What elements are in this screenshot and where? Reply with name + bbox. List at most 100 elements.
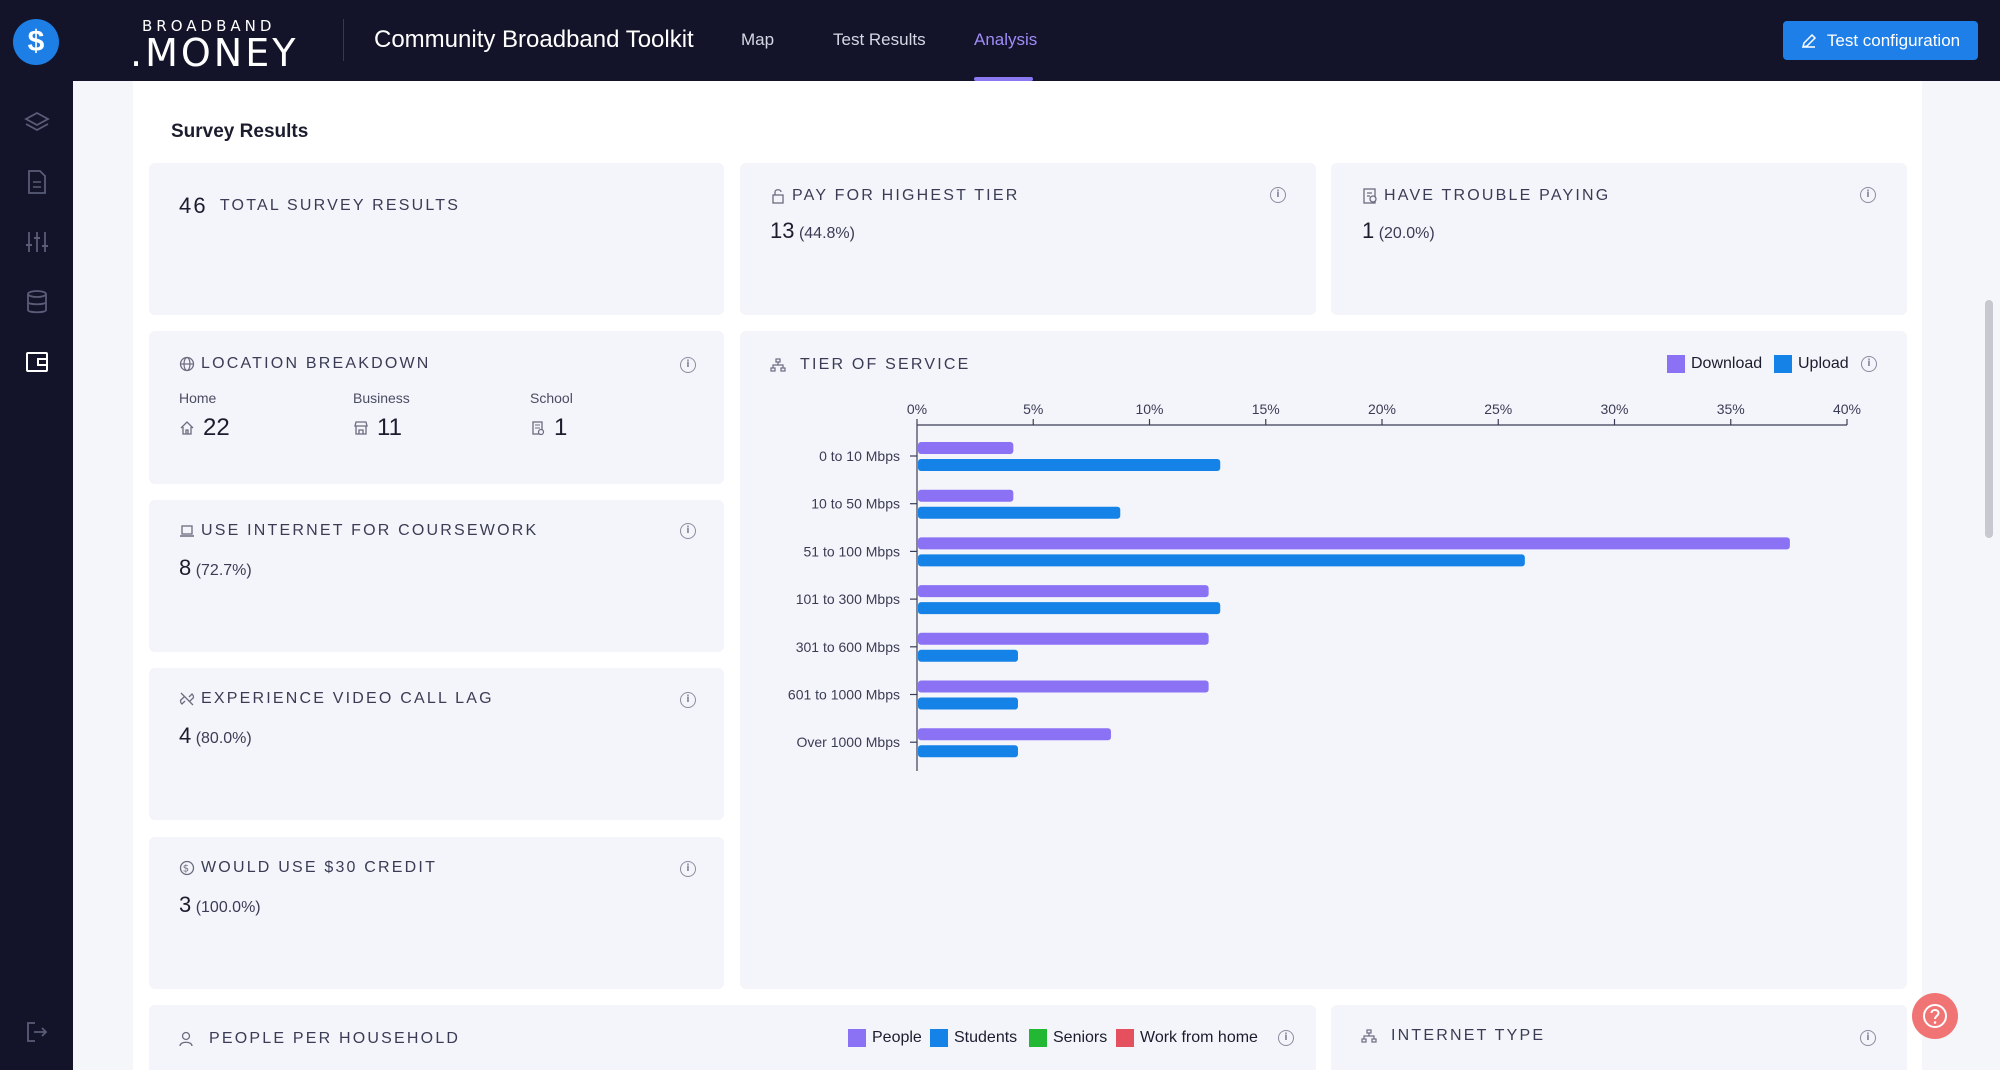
credit-label: WOULD USE $30 CREDIT: [201, 859, 438, 876]
network-icon: [1361, 1029, 1377, 1043]
network-icon: [770, 358, 786, 372]
store-icon: [354, 421, 368, 435]
legend-people[interactable]: People: [848, 1029, 922, 1047]
legend-work-from-home[interactable]: Work from home: [1116, 1029, 1258, 1047]
people-per-household-label: PEOPLE PER HOUSEHOLD: [209, 1030, 461, 1047]
location-breakdown-card: LOCATION BREAKDOWN i Home 22 Business 11…: [149, 331, 724, 484]
user-icon: [179, 1031, 193, 1047]
x-tick-label: 0%: [907, 401, 927, 417]
upload-bar[interactable]: [918, 506, 1121, 519]
broken-link-icon: [179, 692, 195, 706]
question-icon: [1923, 1004, 1947, 1028]
upload-bar[interactable]: [918, 602, 1221, 615]
category-label: 301 to 600 Mbps: [796, 639, 900, 655]
location-breakdown-label: LOCATION BREAKDOWN: [201, 355, 431, 372]
wallet-icon[interactable]: [22, 347, 52, 377]
download-bar[interactable]: [918, 537, 1790, 550]
laptop-icon: [180, 525, 194, 537]
total-survey-card: 46 TOTAL SURVEY RESULTS: [149, 163, 724, 315]
info-icon[interactable]: i: [680, 523, 696, 539]
sidebar: [0, 81, 73, 1070]
test-configuration-button[interactable]: Test configuration: [1783, 21, 1978, 60]
page-scrollbar[interactable]: [1985, 300, 1993, 538]
trouble-paying-card: HAVE TROUBLE PAYING i 1 (20.0%): [1331, 163, 1907, 315]
info-icon[interactable]: i: [680, 692, 696, 708]
download-swatch: [1667, 355, 1685, 373]
trouble-paying-value: 1: [1362, 218, 1375, 243]
video-lag-percent: (80.0%): [195, 730, 252, 747]
highest-tier-value: 13: [770, 218, 795, 243]
credit-percent: (100.0%): [195, 899, 261, 916]
info-icon[interactable]: i: [1270, 187, 1286, 203]
top-bar: $ BROADBAND .MONEY Community Broadband T…: [0, 0, 2000, 81]
nav-test-results[interactable]: Test Results: [833, 30, 926, 49]
upload-bar[interactable]: [918, 697, 1018, 710]
globe-icon: [179, 356, 195, 372]
pencil-icon: [1801, 33, 1816, 48]
highest-tier-label: PAY FOR HIGHEST TIER: [792, 187, 1020, 204]
people-per-household-card: PEOPLE PER HOUSEHOLD People Students Sen…: [149, 1005, 1316, 1070]
category-label: 601 to 1000 Mbps: [788, 687, 900, 703]
trouble-paying-percent: (20.0%): [1378, 225, 1435, 242]
logout-icon[interactable]: [22, 1017, 52, 1047]
upload-bar[interactable]: [918, 649, 1018, 662]
sliders-icon[interactable]: [22, 227, 52, 257]
upload-bar[interactable]: [918, 554, 1525, 567]
coursework-value: 8: [179, 555, 192, 580]
tier-of-service-chart: 0% 5% 10% 15% 20% 25% 30% 35% 40% 0 to 10 Mbps 10 …: [788, 401, 1861, 771]
active-nav-indicator: [974, 77, 1033, 81]
legend-upload[interactable]: Upload: [1774, 355, 1849, 373]
database-icon[interactable]: [22, 287, 52, 317]
highest-tier-percent: (44.8%): [798, 225, 855, 242]
header-divider: [343, 19, 344, 61]
x-tick-label: 10%: [1135, 401, 1163, 417]
download-bar[interactable]: [918, 632, 1209, 645]
total-survey-label: TOTAL SURVEY RESULTS: [219, 197, 461, 214]
category-label: 0 to 10 Mbps: [819, 448, 900, 464]
document-icon[interactable]: [22, 167, 52, 197]
chart-title: TIER OF SERVICE: [800, 356, 971, 373]
help-button[interactable]: [1912, 993, 1958, 1039]
upload-bar[interactable]: [918, 745, 1018, 758]
location-business: Business 11: [353, 390, 410, 441]
legend-students[interactable]: Students: [930, 1029, 1017, 1047]
info-icon[interactable]: i: [680, 861, 696, 877]
nav-analysis[interactable]: Analysis: [974, 30, 1038, 49]
internet-type-card: INTERNET TYPE i: [1331, 1005, 1907, 1070]
video-lag-card: EXPERIENCE VIDEO CALL LAG i 4 (80.0%): [149, 668, 724, 820]
location-school: School 1: [530, 390, 573, 441]
download-bar[interactable]: [918, 442, 1014, 454]
info-icon[interactable]: i: [680, 357, 696, 373]
coursework-card: USE INTERNET FOR COURSEWORK i 8 (72.7%): [149, 500, 724, 652]
credit-card: $ WOULD USE $30 CREDIT i 3 (100.0%): [149, 837, 724, 989]
legend-download[interactable]: Download: [1667, 355, 1762, 373]
nav-map[interactable]: Map: [741, 30, 775, 49]
upload-bar[interactable]: [918, 459, 1221, 471]
x-tick-label: 25%: [1484, 401, 1512, 417]
upload-swatch: [1774, 355, 1792, 373]
total-survey-value: 46: [179, 193, 208, 218]
location-home: Home 22: [179, 390, 230, 441]
info-icon[interactable]: i: [1861, 356, 1877, 372]
info-icon[interactable]: i: [1278, 1030, 1294, 1046]
home-icon: [180, 421, 194, 435]
info-icon[interactable]: i: [1860, 187, 1876, 203]
internet-type-label: INTERNET TYPE: [1391, 1027, 1546, 1044]
download-bar[interactable]: [918, 489, 1014, 502]
trouble-paying-label: HAVE TROUBLE PAYING: [1384, 187, 1611, 204]
download-bar[interactable]: [918, 680, 1209, 693]
download-bar[interactable]: [918, 728, 1111, 741]
broadband-money-logo[interactable]: BROADBAND .MONEY: [130, 17, 299, 75]
x-tick-label: 15%: [1252, 401, 1280, 417]
x-tick-label: 35%: [1717, 401, 1745, 417]
legend-seniors[interactable]: Seniors: [1029, 1029, 1107, 1047]
dollar-logo-icon[interactable]: $: [13, 19, 59, 65]
app-title: Community Broadband Toolkit: [374, 26, 694, 53]
x-tick-label: 30%: [1600, 401, 1628, 417]
download-bar[interactable]: [918, 585, 1209, 598]
lock-icon: [772, 189, 784, 204]
info-icon[interactable]: i: [1860, 1030, 1876, 1046]
video-lag-value: 4: [179, 723, 192, 748]
layers-icon[interactable]: [22, 107, 52, 137]
credit-value: 3: [179, 892, 192, 917]
